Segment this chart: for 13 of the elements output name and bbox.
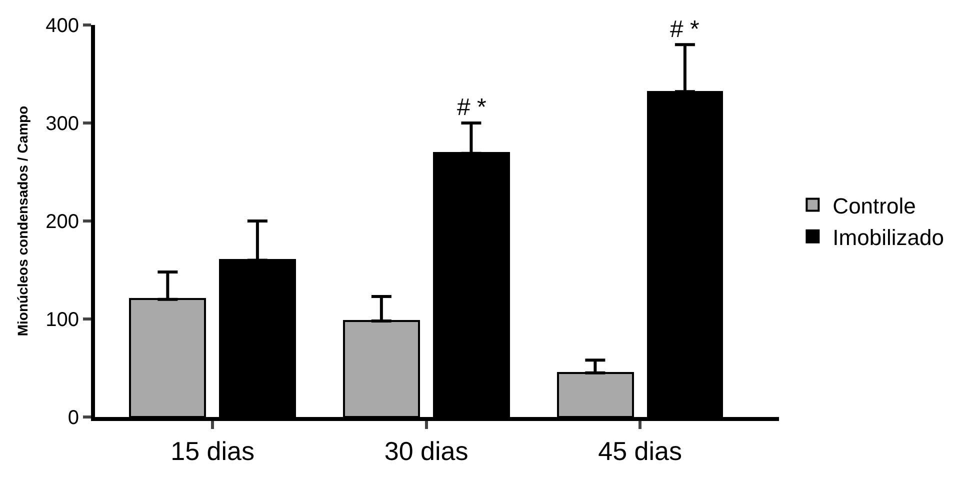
x-tick-label: 15 dias [170, 436, 254, 466]
legend-label: Controle [832, 193, 916, 218]
x-tick-label: 45 dias [598, 436, 682, 466]
annotation: # * [670, 16, 700, 43]
y-tick-label: 100 [46, 309, 79, 331]
y-tick-label: 200 [46, 211, 79, 233]
x-tick-label: 30 dias [384, 436, 468, 466]
annotation: # * [457, 94, 486, 121]
y-tick-label: 300 [46, 113, 79, 135]
legend-label: Imobilizado [832, 224, 944, 250]
y-tick-label: 0 [68, 407, 79, 429]
y-tick-label: 400 [46, 15, 79, 37]
y-axis-title: Mionúcleos condensados / Campo [14, 106, 31, 336]
